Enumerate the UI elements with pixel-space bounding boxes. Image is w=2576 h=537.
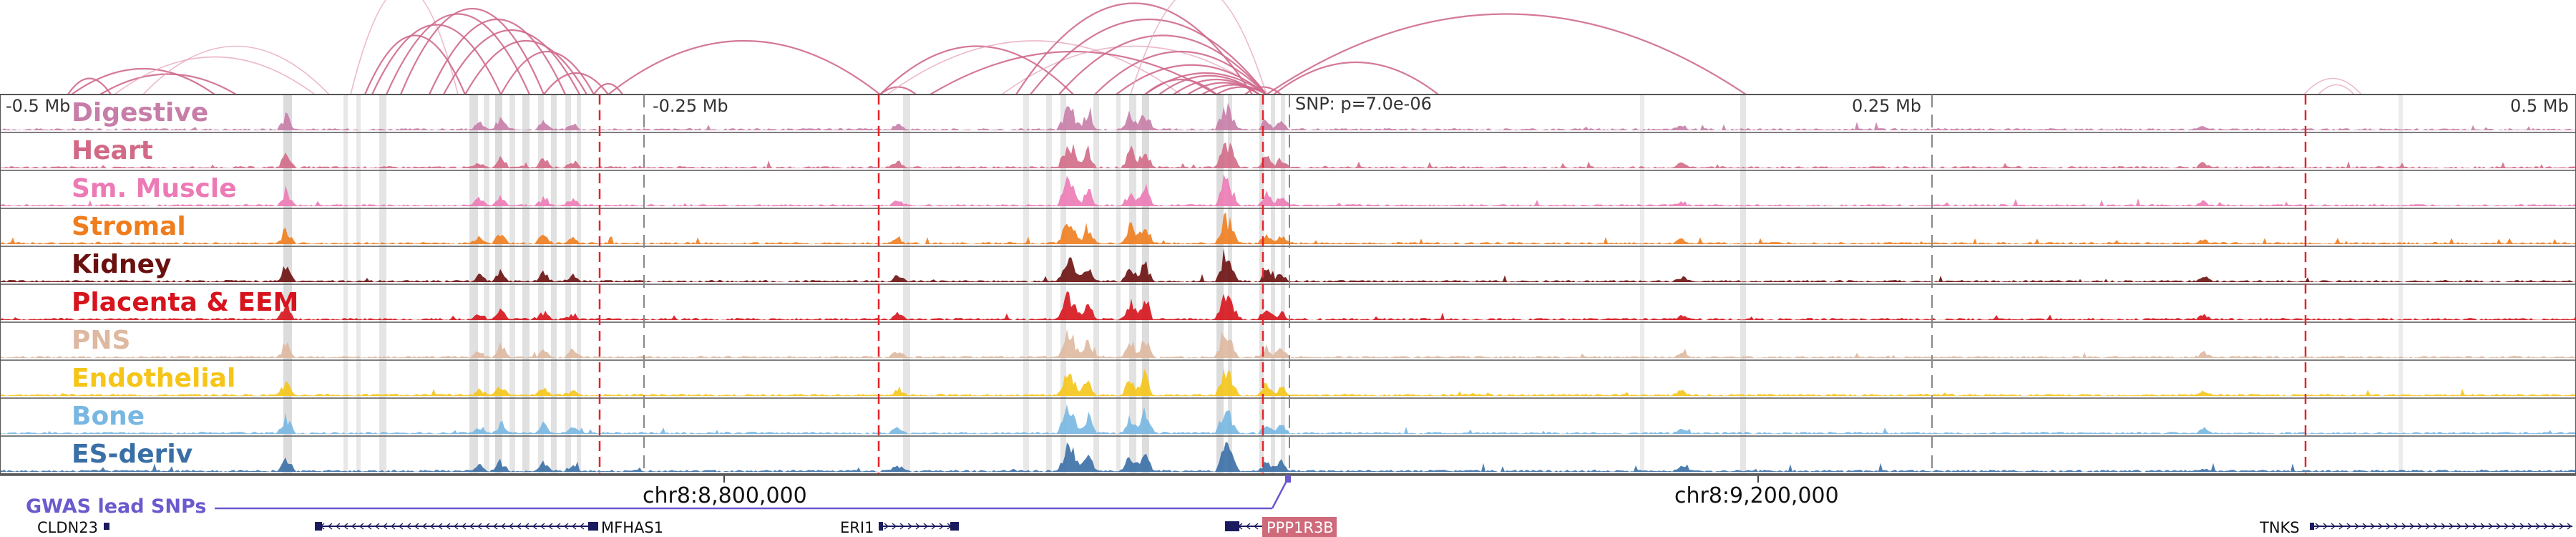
track-pns	[0, 321, 2576, 358]
loop-arc-17	[879, 45, 1074, 95]
loop-arc-19	[930, 50, 1217, 95]
track-label: Stromal	[72, 212, 186, 241]
loop-arc-35	[1244, 86, 1282, 95]
gene-label-ppp1r3b: PPP1R3B	[1267, 519, 1334, 536]
loop-arc-10	[428, 18, 567, 95]
gwas-track-label: GWAS lead SNPs	[26, 495, 206, 518]
loop-arc-18	[887, 40, 1181, 95]
track-kidney	[0, 246, 2576, 282]
track-labels: Digestive Heart Sm. Muscle Stromal Kidney Pla…	[72, 98, 298, 469]
loop-arc-6	[364, 34, 467, 95]
loop-arc-8	[385, 13, 531, 95]
track-sm-muscle	[0, 170, 2576, 206]
gene-label-tnks: TNKS	[2259, 519, 2300, 536]
track-label: Endothelial	[72, 364, 235, 393]
loop-arc-3	[114, 56, 316, 95]
loop-arc-4	[142, 45, 330, 95]
tick-label-0-5mb: 0.5 Mb	[2510, 96, 2569, 116]
loop-arc-33	[1266, 13, 1747, 95]
coordinate-label-8800000: chr8:8,800,000	[643, 483, 807, 508]
gene-label-mfhas1: MFHAS1	[601, 519, 663, 536]
loop-arc-16	[879, 86, 917, 95]
gene-annotations	[104, 521, 2572, 531]
snp-marker-lines	[598, 95, 2307, 474]
track-label: Placenta & EEM	[72, 288, 298, 317]
gene-label-cldn23: CLDN23	[37, 519, 98, 536]
loop-arc-15	[593, 82, 623, 95]
chromatin-loop-arcs	[67, 0, 2362, 95]
loop-arc-36	[1130, 0, 1267, 95]
loop-arc-2	[99, 73, 237, 95]
loop-arc-1	[71, 67, 215, 95]
loop-arc-13	[500, 50, 595, 95]
track-label: Heart	[72, 136, 153, 165]
track-label: Kidney	[72, 250, 172, 279]
loop-arc-38	[2303, 77, 2362, 95]
loop-arc-9	[399, 8, 545, 95]
track-stromal	[0, 208, 2576, 244]
track-label: Sm. Muscle	[72, 174, 237, 203]
loop-arc-34	[1273, 62, 1439, 95]
tick-label-0-25mb: 0.25 Mb	[1852, 96, 1921, 116]
loop-arc-31	[1015, 2, 1253, 95]
snp-pvalue-label: SNP: p=7.0e-06	[1295, 94, 1432, 114]
loop-arc-21	[1030, 18, 1267, 95]
loop-arc-30	[1216, 86, 1267, 95]
ppp1r3b-highlight-box	[1262, 517, 1337, 537]
loop-arc-37	[608, 39, 881, 95]
loop-arc-7	[371, 24, 502, 95]
track-heart	[0, 132, 2576, 168]
loop-arc-5	[350, 0, 459, 95]
loop-arc-22	[1058, 34, 1267, 95]
loop-arc-32	[1144, 79, 1217, 95]
track-placenta-eem	[0, 284, 2576, 320]
track-label: PNS	[72, 326, 130, 355]
loop-arc-39	[2318, 84, 2355, 95]
accessibility-tracks	[0, 94, 2576, 475]
loop-arc-11	[443, 29, 580, 95]
track-bone	[0, 397, 2576, 434]
gene-label-eri1: ERI1	[840, 519, 874, 536]
track-es-deriv	[0, 435, 2576, 472]
genomic-axis: -0.5 Mb -0.25 Mb SNP: p=7.0e-06 0.25 Mb …	[6, 94, 2569, 116]
gwas-and-gene-panel: chr8:8,800,000 chr8:9,200,000 GWAS lead …	[0, 475, 2576, 537]
track-label: Digestive	[72, 98, 208, 127]
coordinate-label-9200000: chr8:9,200,000	[1674, 483, 1839, 508]
loop-arc-12	[464, 40, 587, 95]
loop-arc-23	[1094, 50, 1267, 95]
tick-label-minus-0-5mb: -0.5 Mb	[6, 96, 70, 116]
tick-label-minus-0-25mb: -0.25 Mb	[653, 96, 728, 116]
loop-arc-0	[67, 77, 112, 95]
loop-arc-20	[1001, 45, 1267, 95]
track-label: ES-deriv	[72, 440, 192, 469]
track-endothelial	[0, 359, 2576, 396]
track-label: Bone	[72, 402, 145, 431]
